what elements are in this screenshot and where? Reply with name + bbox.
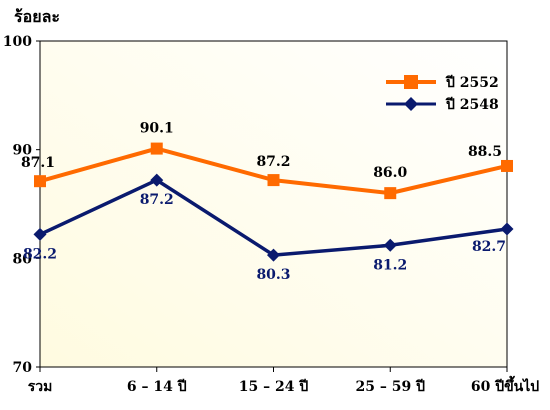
y-axis-label: ร้อยละ	[14, 7, 60, 26]
legend-label: ปี 2548	[445, 97, 499, 113]
y-tick-label: 100	[3, 34, 32, 50]
data-point-square	[34, 175, 46, 188]
data-point-square	[150, 142, 163, 155]
data-label: 82.2	[23, 246, 57, 262]
legend-label: ปี 2552	[445, 75, 499, 91]
y-axis: 70 80 90 100	[3, 34, 40, 376]
data-point-square	[267, 174, 280, 187]
legend: ปี 2552 ปี 2548	[386, 75, 499, 113]
x-tick-label: 60 ปีขึ้นไป	[471, 375, 539, 395]
data-label: 90.1	[140, 121, 174, 137]
data-point-square	[384, 187, 397, 200]
data-point-diamond	[267, 248, 280, 262]
legend-marker-square	[404, 75, 418, 89]
data-point-diamond	[33, 227, 47, 241]
x-tick-label: 25 – 59 ปี	[356, 379, 426, 395]
data-point-diamond	[500, 222, 514, 236]
y-tick-label: 80	[13, 251, 33, 267]
data-label: 82.7	[472, 239, 506, 255]
x-tick-label: 15 – 24 ปี	[239, 379, 309, 395]
y-tick-label: 90	[13, 143, 33, 159]
data-label: 87.1	[21, 155, 55, 171]
data-label: 86.0	[373, 165, 407, 181]
legend-marker-diamond	[404, 97, 418, 111]
series-layer: 87.1 90.1 87.2 86.0 88.5 82.2 87.2 80.3 81.2 82.7	[21, 121, 514, 283]
data-label: 88.5	[468, 144, 502, 160]
x-tick-label: รวม	[28, 379, 53, 395]
data-label: 87.2	[256, 154, 290, 170]
data-label: 81.2	[373, 257, 407, 273]
data-label: 87.2	[140, 192, 174, 208]
y-tick-label: 70	[13, 360, 33, 376]
plot-area	[39, 40, 508, 368]
x-axis: รวม 6 – 14 ปี 15 – 24 ปี 25 – 59 ปี 60 ปีขึ้…	[28, 367, 539, 395]
data-label: 80.3	[256, 267, 290, 283]
x-tick-label: 6 – 14 ปี	[127, 379, 187, 395]
data-point-square	[501, 159, 513, 172]
data-point-diamond	[383, 238, 397, 252]
data-point-diamond	[150, 173, 164, 187]
